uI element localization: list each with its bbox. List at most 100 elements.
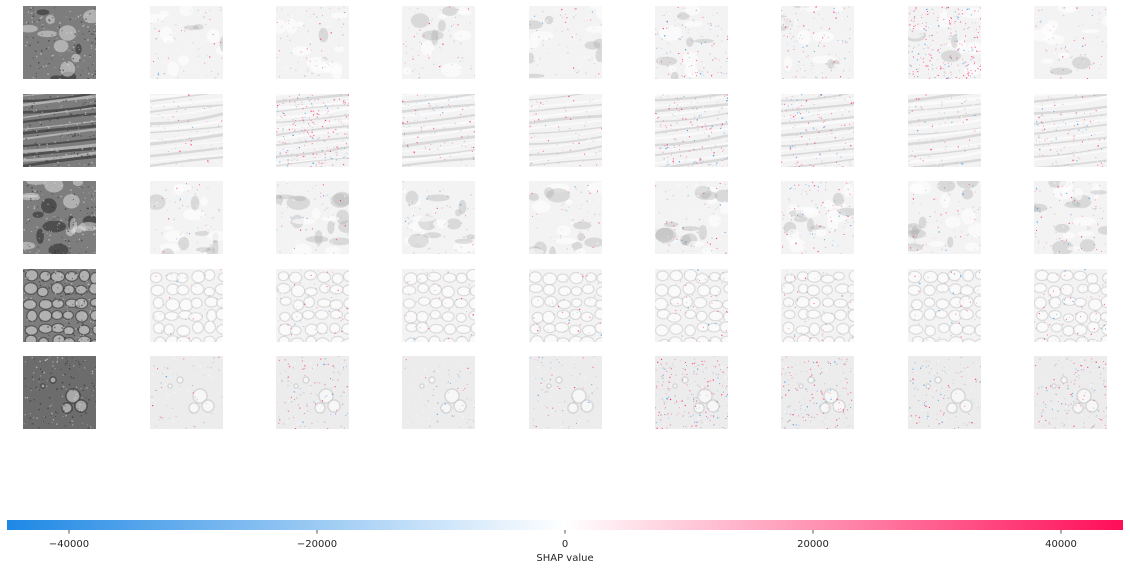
shap-attribution-tile bbox=[529, 356, 602, 429]
shap-attribution-tile bbox=[1034, 94, 1107, 167]
input-image-tile bbox=[23, 356, 96, 429]
shap-attribution-tile bbox=[908, 269, 981, 342]
shap-attribution-tile bbox=[655, 356, 728, 429]
shap-attribution-tile bbox=[276, 356, 349, 429]
colorbar-tick-label: −20000 bbox=[297, 539, 337, 550]
shap-attribution-svg bbox=[908, 269, 981, 342]
shap-attribution-svg bbox=[908, 6, 981, 79]
shap-attribution-tile bbox=[1034, 6, 1107, 79]
shap-attribution-svg bbox=[781, 94, 854, 167]
shap-attribution-svg bbox=[150, 181, 223, 254]
shap-attribution-tile bbox=[781, 181, 854, 254]
shap-attribution-svg bbox=[908, 181, 981, 254]
shap-attribution-tile bbox=[276, 6, 349, 79]
shap-attribution-tile bbox=[908, 94, 981, 167]
shap-attribution-tile bbox=[150, 94, 223, 167]
shap-attribution-svg bbox=[1034, 181, 1107, 254]
colorbar-tick-label: 0 bbox=[562, 539, 568, 550]
shap-attribution-tile bbox=[1034, 269, 1107, 342]
shap-attribution-svg bbox=[781, 356, 854, 429]
shap-colorbar: −40000 −20000 0 20000 40000 SHAP value bbox=[0, 470, 1130, 569]
input-image-tile bbox=[23, 181, 96, 254]
colorbar-axis-label: SHAP value bbox=[536, 553, 593, 564]
shap-attribution-svg bbox=[150, 269, 223, 342]
shap-attribution-svg bbox=[781, 6, 854, 79]
colorbar-tick-label: 20000 bbox=[797, 539, 829, 550]
shap-attribution-tile bbox=[402, 94, 475, 167]
shap-attribution-tile bbox=[150, 269, 223, 342]
shap-attribution-svg bbox=[402, 356, 475, 429]
shap-attribution-svg bbox=[655, 94, 728, 167]
shap-attribution-tile bbox=[529, 94, 602, 167]
shap-attribution-svg bbox=[529, 269, 602, 342]
shap-attribution-svg bbox=[276, 181, 349, 254]
shap-attribution-svg bbox=[150, 94, 223, 167]
shap-attribution-tile bbox=[908, 356, 981, 429]
colorbar-ticks: −40000 −20000 0 20000 40000 bbox=[49, 530, 1077, 550]
shap-attribution-svg bbox=[908, 356, 981, 429]
shap-attribution-tile bbox=[402, 356, 475, 429]
shap-attribution-tile bbox=[402, 6, 475, 79]
shap-attribution-svg bbox=[529, 94, 602, 167]
shap-attribution-tile bbox=[781, 269, 854, 342]
shap-attribution-svg bbox=[1034, 6, 1107, 79]
shap-attribution-tile bbox=[276, 181, 349, 254]
shap-attribution-svg bbox=[150, 356, 223, 429]
shap-attribution-svg bbox=[908, 94, 981, 167]
shap-attribution-svg bbox=[276, 269, 349, 342]
shap-attribution-tile bbox=[655, 181, 728, 254]
shap-attribution-svg bbox=[276, 94, 349, 167]
shap-attribution-tile bbox=[276, 269, 349, 342]
shap-attribution-svg bbox=[655, 181, 728, 254]
colorbar-tick-label: −40000 bbox=[49, 539, 89, 550]
shap-attribution-svg bbox=[402, 181, 475, 254]
input-image-svg bbox=[23, 356, 96, 429]
input-image-tile bbox=[23, 6, 96, 79]
shap-attribution-svg bbox=[655, 6, 728, 79]
shap-attribution-tile bbox=[1034, 356, 1107, 429]
shap-attribution-svg bbox=[529, 181, 602, 254]
shap-attribution-tile bbox=[150, 181, 223, 254]
shap-attribution-svg bbox=[781, 269, 854, 342]
shap-attribution-tile bbox=[781, 356, 854, 429]
shap-attribution-svg bbox=[529, 356, 602, 429]
shap-attribution-svg bbox=[150, 6, 223, 79]
shap-attribution-tile bbox=[402, 269, 475, 342]
input-image-svg bbox=[23, 94, 96, 167]
shap-attribution-svg bbox=[1034, 269, 1107, 342]
shap-attribution-tile bbox=[150, 356, 223, 429]
shap-attribution-svg bbox=[655, 356, 728, 429]
shap-attribution-svg bbox=[1034, 356, 1107, 429]
shap-attribution-svg bbox=[1034, 94, 1107, 167]
shap-attribution-tile bbox=[781, 94, 854, 167]
shap-attribution-tile bbox=[655, 94, 728, 167]
shap-attribution-tile bbox=[655, 6, 728, 79]
shap-attribution-tile bbox=[529, 6, 602, 79]
shap-attribution-svg bbox=[402, 94, 475, 167]
shap-attribution-tile bbox=[529, 269, 602, 342]
shap-attribution-svg bbox=[402, 6, 475, 79]
shap-attribution-tile bbox=[655, 269, 728, 342]
shap-attribution-svg bbox=[276, 6, 349, 79]
colorbar-tick-label: 40000 bbox=[1045, 539, 1077, 550]
shap-attribution-tile bbox=[529, 181, 602, 254]
shap-attribution-svg bbox=[276, 356, 349, 429]
shap-attribution-tile bbox=[781, 6, 854, 79]
shap-attribution-svg bbox=[655, 269, 728, 342]
input-image-svg bbox=[23, 6, 96, 79]
input-image-tile bbox=[23, 269, 96, 342]
shap-attribution-tile bbox=[402, 181, 475, 254]
shap-attribution-tile bbox=[908, 6, 981, 79]
input-image-svg bbox=[23, 269, 96, 342]
shap-attribution-tile bbox=[276, 94, 349, 167]
colorbar-gradient bbox=[7, 520, 1123, 530]
shap-attribution-svg bbox=[402, 269, 475, 342]
shap-attribution-svg bbox=[529, 6, 602, 79]
shap-image-grid bbox=[23, 6, 1107, 429]
input-image-svg bbox=[23, 181, 96, 254]
shap-attribution-tile bbox=[908, 181, 981, 254]
colorbar-svg: −40000 −20000 0 20000 40000 SHAP value bbox=[7, 520, 1123, 564]
shap-attribution-svg bbox=[781, 181, 854, 254]
shap-attribution-tile bbox=[150, 6, 223, 79]
shap-attribution-tile bbox=[1034, 181, 1107, 254]
